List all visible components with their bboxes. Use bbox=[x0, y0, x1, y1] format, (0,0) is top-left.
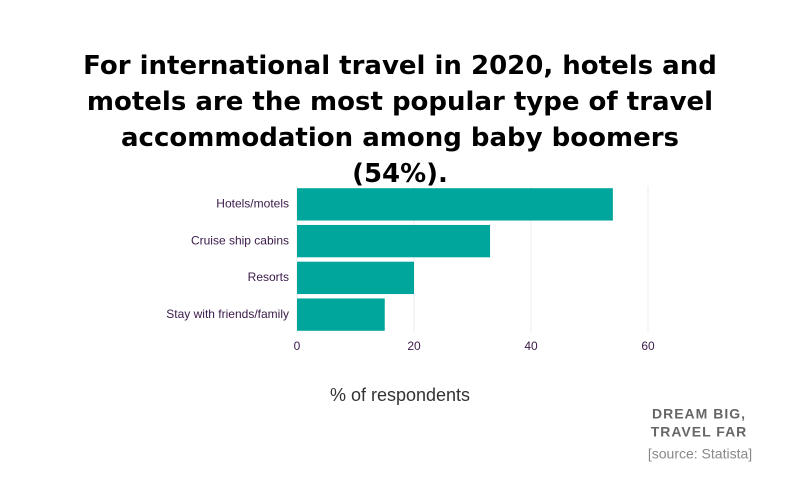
bar bbox=[297, 224, 491, 258]
x-tick-label: 60 bbox=[641, 339, 655, 353]
x-tick-label: 0 bbox=[294, 339, 301, 353]
bar bbox=[297, 298, 385, 331]
brand: TRAVEL FAR bbox=[651, 424, 748, 440]
y-tick-label: Hotels/motels bbox=[216, 197, 289, 211]
y-tick-label: Stay with friends/family bbox=[166, 307, 289, 321]
x-tick-label: 20 bbox=[407, 339, 421, 353]
brand: DREAM BIG, bbox=[652, 406, 746, 422]
source: [source: Statista] bbox=[648, 446, 752, 462]
chart-title: For international travel in 2020, hotels… bbox=[83, 51, 717, 189]
y-tick-label: Resorts bbox=[248, 270, 289, 284]
x-axis-label: % of respondents bbox=[330, 385, 470, 405]
x-tick-label: 40 bbox=[524, 339, 538, 353]
bar bbox=[297, 188, 613, 221]
bar bbox=[297, 261, 414, 295]
y-tick-label: Cruise ship cabins bbox=[191, 233, 289, 247]
